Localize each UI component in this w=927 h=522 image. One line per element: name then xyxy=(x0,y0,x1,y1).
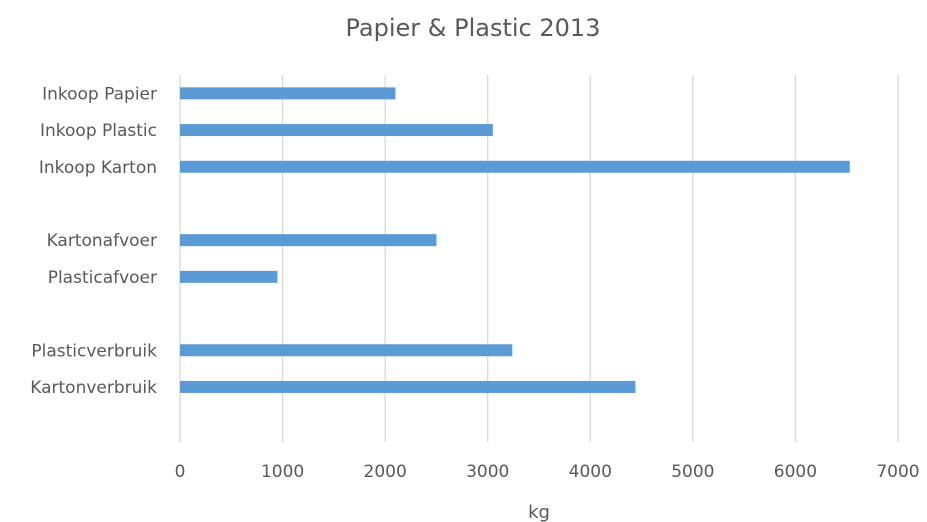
category-labels: Inkoop Papier Inkoop Plastic Inkoop Karton… xyxy=(30,84,157,398)
category-label: Kartonafvoer xyxy=(47,231,157,251)
x-tick-label: 3000 xyxy=(466,462,509,482)
x-tick-label: 2000 xyxy=(364,462,407,482)
x-tick-label: 4000 xyxy=(569,462,612,482)
x-axis-title: kg xyxy=(528,502,550,522)
bars xyxy=(180,87,850,393)
category-label: Inkoop Karton xyxy=(39,158,157,178)
bar xyxy=(180,160,850,173)
x-tick-label: 6000 xyxy=(774,462,817,482)
bar xyxy=(180,380,636,393)
x-tick-label: 7000 xyxy=(876,462,919,482)
x-tick-label: 1000 xyxy=(261,462,304,482)
category-label: Inkoop Plastic xyxy=(40,121,157,141)
category-label: Inkoop Papier xyxy=(42,84,157,104)
bar xyxy=(180,124,493,137)
category-label: Kartonverbruik xyxy=(30,378,157,398)
category-label: Plasticafvoer xyxy=(48,268,157,288)
gridlines xyxy=(179,75,899,442)
bar xyxy=(180,344,513,357)
x-tick-label: 5000 xyxy=(671,462,714,482)
bar xyxy=(180,270,278,283)
x-tick-labels: 0 1000 2000 3000 4000 5000 6000 7000 xyxy=(175,462,920,482)
category-label: Plasticverbruik xyxy=(31,341,157,361)
bar xyxy=(180,234,437,247)
bar xyxy=(180,87,396,100)
x-tick-label: 0 xyxy=(175,462,186,482)
chart-title: Papier & Plastic 2013 xyxy=(346,14,601,42)
